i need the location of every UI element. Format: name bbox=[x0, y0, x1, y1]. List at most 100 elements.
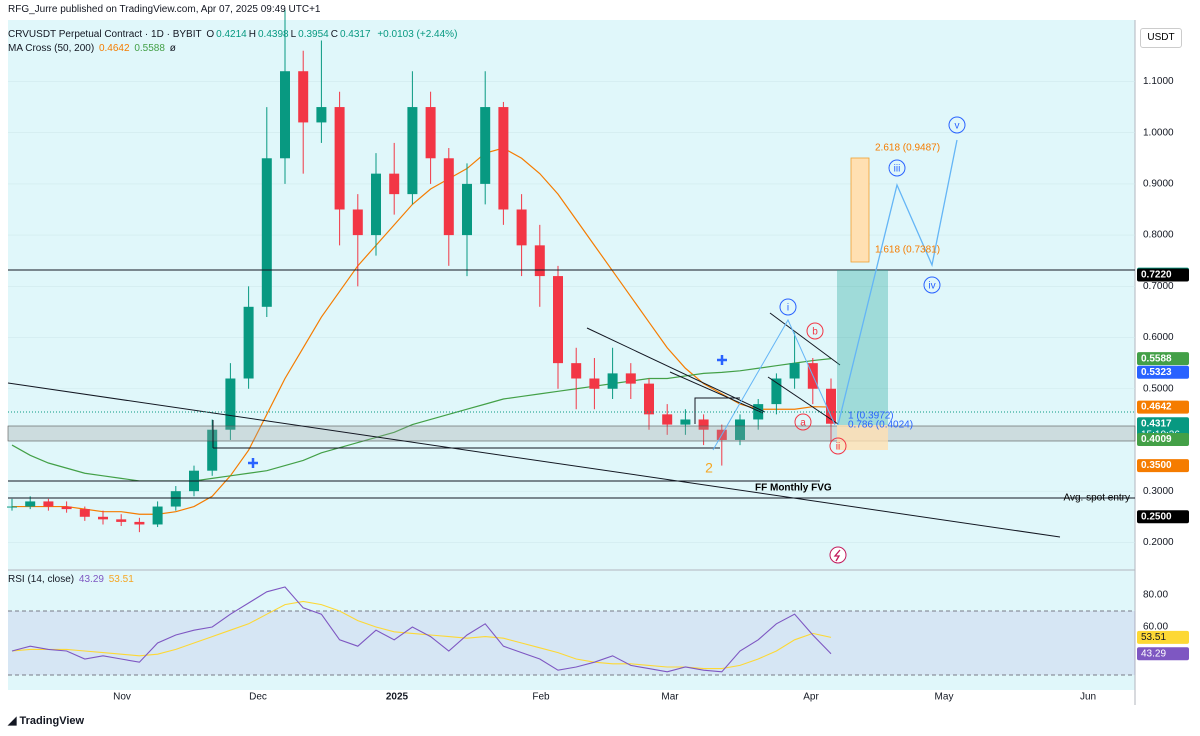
wave-circle bbox=[806, 322, 824, 340]
rsi-legend: RSI (14, close) 43.29 53.51 bbox=[8, 574, 136, 585]
candle-body bbox=[207, 429, 218, 471]
candle-body bbox=[7, 506, 17, 508]
time-label: Mar bbox=[661, 692, 679, 703]
candle-body bbox=[480, 107, 491, 184]
rsi-title: RSI (14, close) bbox=[8, 574, 75, 585]
candle-body bbox=[771, 378, 782, 405]
ohlc-key: C bbox=[330, 29, 338, 40]
spot-label: Avg. spot entry bbox=[1063, 493, 1130, 504]
price-tag bbox=[1137, 433, 1189, 447]
time-label: Jun bbox=[1080, 692, 1096, 703]
candle-body bbox=[625, 373, 636, 384]
candle-body bbox=[61, 506, 72, 510]
projection-path bbox=[837, 139, 958, 426]
candle-body bbox=[698, 419, 709, 430]
candle-body bbox=[644, 383, 654, 415]
wave-label: i bbox=[787, 303, 789, 314]
candle-body bbox=[280, 71, 290, 159]
wave-circle bbox=[779, 298, 797, 316]
change: +0.0103 (+2.44%) bbox=[377, 29, 458, 40]
box-line bbox=[694, 397, 740, 424]
candle-body bbox=[334, 107, 345, 210]
candle-body bbox=[298, 71, 309, 123]
ma50-line bbox=[12, 147, 832, 515]
y-tick-label: 1.1000 bbox=[1143, 76, 1174, 87]
published: RFG_Jurre published on TradingView.com, … bbox=[8, 4, 321, 15]
wave-circle bbox=[888, 159, 906, 177]
candle-body bbox=[170, 491, 181, 507]
rsi-ma-value: 53.51 bbox=[108, 574, 134, 585]
ohlc-key: L bbox=[290, 29, 297, 40]
price-tag bbox=[1137, 268, 1189, 282]
y-tick-label: 0.8000 bbox=[1143, 230, 1174, 241]
target-box bbox=[837, 270, 888, 425]
candle-body bbox=[516, 209, 527, 246]
rsi-line bbox=[11, 586, 832, 673]
trendline bbox=[7, 382, 1061, 538]
indicator-icon: ø bbox=[169, 43, 176, 54]
wave-path bbox=[712, 318, 836, 451]
wave-label: 2 bbox=[705, 460, 713, 476]
brand-text: TradingView bbox=[19, 715, 85, 727]
candle-body bbox=[607, 373, 618, 389]
time-label: Nov bbox=[113, 692, 131, 703]
price-tag-label: 0.5323 bbox=[1141, 367, 1172, 378]
rsi-tag bbox=[1137, 630, 1189, 644]
price-tag-label: 0.2500 bbox=[1141, 511, 1172, 522]
candle-body bbox=[589, 378, 600, 389]
candle-body bbox=[735, 419, 745, 440]
ohlc-value: 0.4214 bbox=[216, 29, 247, 40]
rsi-ma bbox=[11, 600, 832, 670]
candle-body bbox=[534, 245, 545, 277]
price-tag-label: 0.3500 bbox=[1141, 460, 1172, 471]
candle-body bbox=[680, 419, 691, 425]
candle-body bbox=[316, 107, 327, 123]
symbol-line: CRVUSDT Perpetual Contract · 1D · BYBIT … bbox=[8, 29, 459, 40]
ohlc-key: O bbox=[206, 29, 215, 40]
ohlc-value: 0.4398 bbox=[257, 29, 289, 40]
fvg-label: FF Monthly FVG bbox=[755, 483, 832, 494]
wave-label: iv bbox=[928, 281, 935, 292]
ma200-value: 0.5588 bbox=[134, 43, 165, 54]
wave-label: a bbox=[800, 418, 806, 429]
currency-button[interactable]: USDT bbox=[1140, 28, 1182, 48]
rsi-tag bbox=[1137, 647, 1189, 661]
y-tick-label: 0.2000 bbox=[1143, 537, 1174, 548]
candle-body bbox=[134, 521, 145, 525]
candle-body bbox=[371, 173, 381, 236]
candle-body bbox=[407, 107, 418, 195]
candle-body bbox=[25, 501, 36, 507]
candle-body bbox=[243, 306, 254, 379]
wave-label: ii bbox=[836, 442, 840, 453]
time-label: Feb bbox=[532, 692, 550, 703]
rsi-band bbox=[8, 611, 1135, 675]
candle-body bbox=[553, 276, 563, 364]
price-tag bbox=[1137, 459, 1189, 473]
wave-circle bbox=[829, 437, 847, 455]
price-tag-label: 0.4642 bbox=[1141, 402, 1172, 413]
candle-body bbox=[443, 158, 454, 236]
time-label: May bbox=[935, 692, 954, 703]
candle-body bbox=[826, 388, 836, 424]
cross-marker bbox=[248, 355, 727, 468]
wave-circle bbox=[948, 116, 966, 134]
ohlc-value: 0.4317 bbox=[339, 29, 371, 40]
candle-body bbox=[79, 509, 90, 517]
wave-circle bbox=[923, 276, 941, 294]
wave-label: b bbox=[812, 327, 818, 338]
ohlc: O 0.4214 H 0.4398 L 0.3954 C 0.4317 bbox=[206, 29, 372, 40]
y-tick-label: 0.6000 bbox=[1143, 332, 1174, 343]
wave-circle bbox=[794, 413, 812, 431]
price-tag-label: 0.7220 bbox=[1141, 270, 1172, 281]
candle-body bbox=[425, 107, 436, 159]
wedge-bottom bbox=[669, 371, 764, 414]
ma50-value: 0.4642 bbox=[98, 43, 130, 54]
price-tag bbox=[1137, 510, 1189, 524]
alert-bolt bbox=[833, 549, 841, 562]
chart-bg bbox=[8, 20, 1135, 690]
rsi-value: 43.29 bbox=[78, 574, 104, 585]
candle-body bbox=[462, 183, 472, 236]
candle-body bbox=[352, 209, 363, 236]
candle-body bbox=[389, 173, 400, 195]
candle-body bbox=[98, 516, 108, 520]
